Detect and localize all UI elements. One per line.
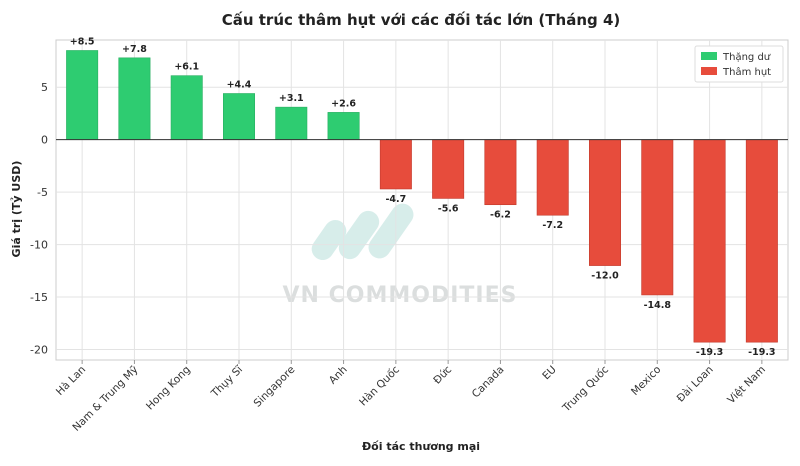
bar xyxy=(745,139,778,343)
chart-title: Cấu trúc thâm hụt với các đối tác lớn (T… xyxy=(222,10,621,29)
bar xyxy=(223,93,255,140)
data-label: -14.8 xyxy=(644,300,672,311)
bar xyxy=(275,106,308,140)
x-tick-label: Anh xyxy=(327,364,350,387)
x-tick-label: Hàn Quốc xyxy=(357,363,402,408)
y-tick-label: 5 xyxy=(41,81,48,94)
x-axis-label: Đối tác thương mại xyxy=(362,440,480,453)
plot-frame xyxy=(55,39,789,361)
bar xyxy=(327,112,360,140)
data-label: +4.4 xyxy=(227,80,252,91)
legend-label: Thặng dư xyxy=(722,52,771,63)
data-label: +7.8 xyxy=(122,44,147,55)
x-tick-label: EU xyxy=(540,364,559,383)
data-label: -5.6 xyxy=(438,203,459,214)
bar xyxy=(536,139,569,216)
legend: Thặng dư Thâm hụt xyxy=(694,45,784,83)
watermark-text: VN COMMODITIES xyxy=(283,283,518,308)
bar xyxy=(589,139,621,266)
bar xyxy=(170,75,203,140)
bar xyxy=(693,139,726,343)
x-tick-label: Mexico xyxy=(629,364,663,398)
bar xyxy=(118,57,151,140)
data-label: -6.2 xyxy=(490,210,511,221)
y-tick-label: -15 xyxy=(30,291,48,304)
x-tick-label: Canada xyxy=(470,364,507,401)
bar xyxy=(66,50,99,140)
bar xyxy=(432,139,465,199)
x-tick-label: Trung Quốc xyxy=(560,363,612,415)
y-tick-label: 0 xyxy=(41,134,48,147)
watermark: VN COMMODITIES xyxy=(283,203,518,308)
data-label: +2.6 xyxy=(331,98,356,109)
data-label: +8.5 xyxy=(70,36,95,47)
y-tick-label: -10 xyxy=(30,239,48,252)
y-tick-label: -5 xyxy=(37,186,48,199)
bar xyxy=(641,139,674,296)
watermark-logo-icon xyxy=(311,203,414,261)
x-tick-label: Thụy Sĩ xyxy=(208,363,245,400)
legend-swatch xyxy=(701,52,717,60)
x-tick-label: Việt Nam xyxy=(725,364,768,407)
y-tick-label: -20 xyxy=(30,344,48,357)
data-label: -12.0 xyxy=(591,271,619,282)
legend-swatch xyxy=(701,67,717,75)
data-label: -7.2 xyxy=(542,220,563,231)
x-tick-label: Đức xyxy=(431,363,454,386)
x-tick-label: Đài Loan xyxy=(675,364,716,405)
data-label: -19.3 xyxy=(748,347,775,358)
x-tick-label: Hong Kong xyxy=(144,364,193,413)
data-label: +3.1 xyxy=(279,93,304,104)
data-label: -19.3 xyxy=(696,347,723,358)
data-label: -4.7 xyxy=(385,194,406,205)
y-axis-label: Giá trị (Tỷ USD) xyxy=(10,161,23,258)
bar xyxy=(484,139,517,206)
x-tick-label: Singapore xyxy=(251,364,297,410)
legend-label: Thâm hụt xyxy=(722,66,771,78)
data-label: +6.1 xyxy=(174,62,199,73)
x-tick-label: Hà Lan xyxy=(54,364,88,398)
bar xyxy=(379,139,412,190)
